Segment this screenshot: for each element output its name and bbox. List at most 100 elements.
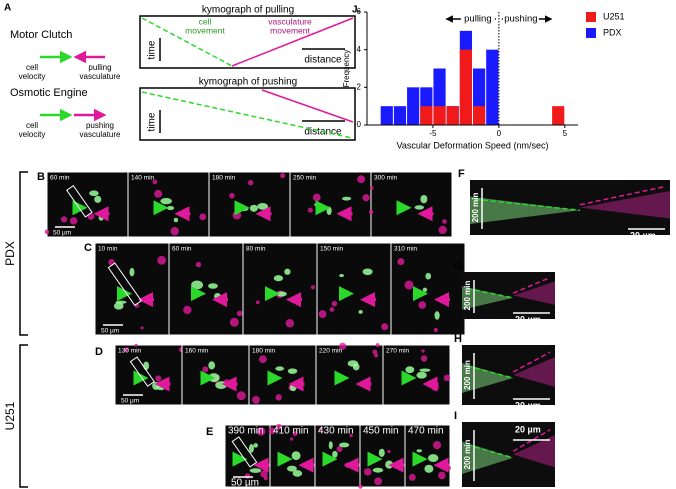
label: 470 min [408, 426, 444, 437]
magenta-cell [157, 255, 167, 265]
magenta-cell [183, 305, 192, 315]
histogram-bar [380, 106, 393, 125]
green-cell [115, 300, 127, 304]
green-cell [352, 363, 360, 371]
label: vasculature [80, 72, 121, 81]
label: pulling [464, 14, 491, 25]
magenta-cell [236, 391, 246, 401]
label: movement [185, 25, 225, 35]
label: B [37, 171, 45, 183]
magenta-cell [357, 175, 366, 184]
green-cell [434, 311, 440, 320]
micrograph [370, 171, 453, 238]
magenta-cell [307, 207, 313, 213]
magenta-cell [362, 194, 370, 202]
label: velocity [19, 130, 46, 139]
magenta-cell [331, 300, 338, 307]
vasc-track [231, 17, 354, 67]
magenta-cell [368, 209, 374, 215]
label: U251 [603, 11, 625, 21]
label: E [206, 426, 213, 438]
label: 200 min [463, 360, 472, 390]
bracket [19, 171, 28, 336]
label: 80 min [246, 246, 266, 253]
green-streak [462, 441, 514, 474]
label: 430 min [318, 426, 354, 437]
magenta-cell [124, 347, 129, 353]
label: 0 [357, 120, 362, 129]
green-cell [416, 371, 427, 379]
label: 60 min [50, 175, 70, 182]
label: C [84, 242, 92, 254]
magenta-cell [443, 374, 451, 382]
label: movement [270, 25, 310, 35]
magenta-cell [387, 449, 391, 454]
micrograph [315, 344, 384, 406]
magenta-cell [44, 229, 50, 235]
green-cell [253, 443, 258, 448]
green-cell [208, 283, 218, 289]
histogram-bar [407, 87, 420, 125]
magenta-cell [275, 394, 282, 401]
magenta-cell [247, 180, 254, 186]
green-cell [328, 441, 333, 450]
label: U251 [3, 401, 17, 430]
label: Osmotic Engine [10, 87, 88, 99]
label: time [147, 112, 158, 131]
green-cell [378, 448, 385, 458]
magenta-cell [236, 310, 243, 317]
magenta-cell [289, 437, 294, 441]
magenta-cell [329, 307, 335, 312]
magenta-cell [374, 477, 382, 486]
magenta-cell [263, 476, 268, 481]
magenta-cell [232, 210, 242, 220]
magenta-cell [202, 366, 209, 373]
label: cell [26, 121, 38, 130]
magenta-cell [336, 446, 343, 452]
label: G [454, 260, 463, 272]
green-cell [339, 442, 350, 448]
magenta-cell [268, 427, 276, 435]
label: D [95, 346, 103, 358]
magenta-cell [60, 216, 68, 223]
label: 200 min [463, 439, 472, 469]
label: vasculature [268, 16, 312, 26]
green-cell [287, 368, 298, 374]
label: 50 µm [231, 478, 259, 489]
histogram-bar [393, 106, 407, 125]
green-cell [339, 274, 344, 278]
label: -5 [429, 129, 437, 138]
magenta-cell [195, 261, 202, 268]
label: 60 min [172, 246, 192, 253]
magenta-cell [372, 349, 378, 355]
legend-swatch [586, 28, 596, 38]
magenta-cell [438, 471, 446, 480]
cell-track [141, 91, 353, 139]
label: 390 min [228, 426, 264, 437]
vasc-track [261, 89, 354, 123]
green-cell [248, 444, 254, 453]
micrograph [242, 242, 318, 336]
green-cell [428, 454, 439, 463]
label: 180 min [252, 348, 276, 355]
green-streak [470, 196, 580, 224]
green-cell [113, 302, 124, 310]
green-cell [129, 267, 135, 277]
green-cell [292, 470, 303, 477]
label: 50 µm [101, 328, 119, 335]
label: cell [199, 16, 212, 26]
label: cell [26, 63, 38, 72]
magenta-cell [155, 375, 162, 382]
label: 130 min [118, 348, 142, 355]
label: 310 min [394, 246, 418, 253]
label: 4 [357, 45, 362, 54]
label: 270 min [386, 348, 410, 355]
label: A [4, 3, 11, 14]
label: 20 µm [515, 314, 541, 324]
green-cell [98, 214, 104, 221]
vasc-track [512, 429, 551, 452]
magenta-cell [199, 213, 207, 221]
green-cell [249, 204, 258, 212]
green-cell [143, 361, 150, 371]
magenta-cell [154, 189, 163, 198]
